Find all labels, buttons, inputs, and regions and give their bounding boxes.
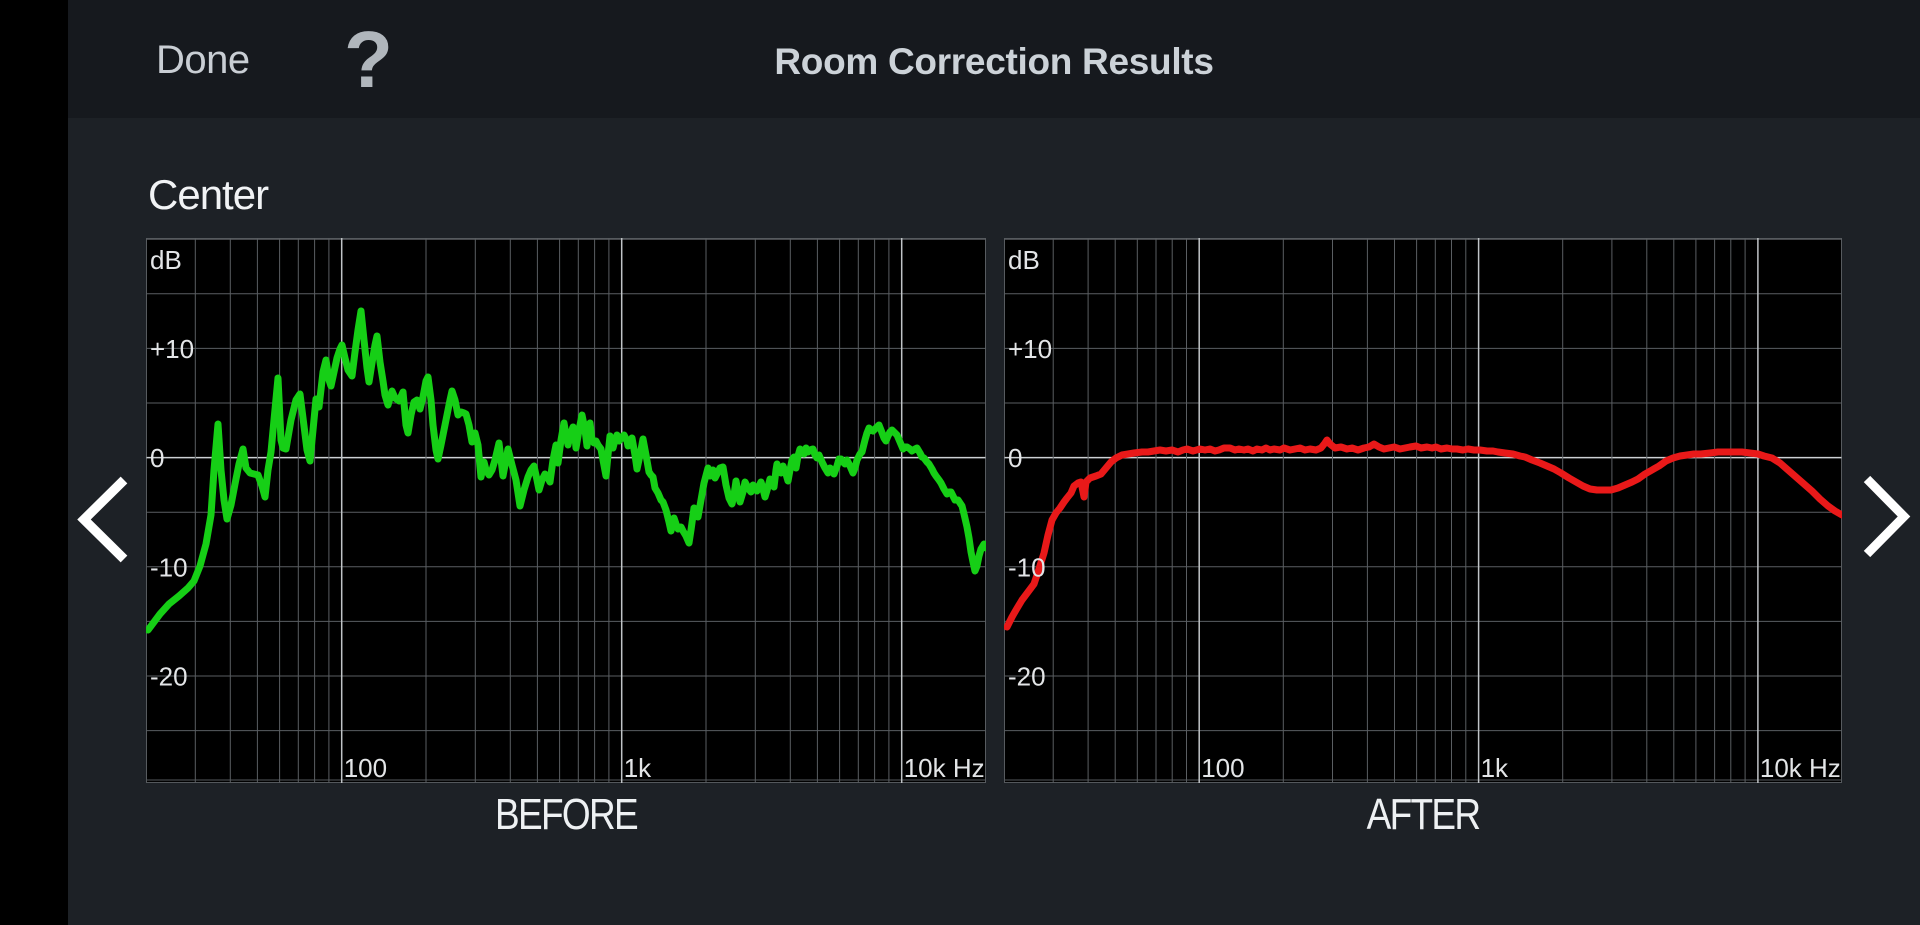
svg-text:+10: +10 [1008,334,1052,364]
svg-text:10k Hz: 10k Hz [1760,753,1841,783]
svg-text:1k: 1k [1481,753,1509,783]
svg-text:dB: dB [150,245,182,275]
svg-text:-20: -20 [1008,662,1046,692]
svg-text:100: 100 [1201,753,1244,783]
svg-text:dB: dB [1008,245,1040,275]
svg-text:0: 0 [1008,443,1022,473]
svg-text:0: 0 [150,443,164,473]
svg-text:1k: 1k [624,753,652,783]
svg-text:-10: -10 [1008,552,1046,582]
svg-text:+10: +10 [150,334,194,364]
svg-text:100: 100 [344,753,387,783]
svg-text:-20: -20 [150,662,188,692]
svg-text:-10: -10 [150,552,188,582]
svg-text:10k Hz: 10k Hz [904,753,985,783]
